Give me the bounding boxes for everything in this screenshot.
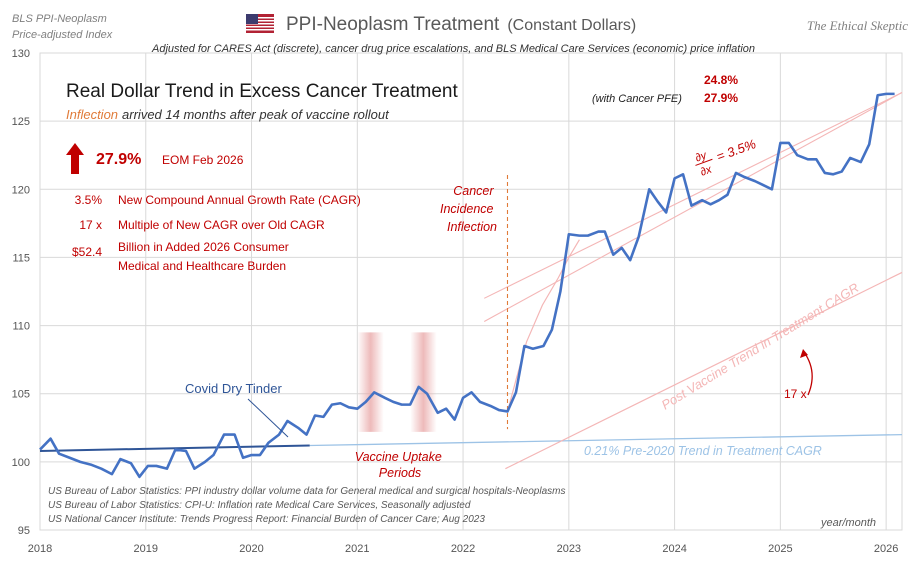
x-tick-label: 2019 [134,543,158,555]
x-tick-label: 2025 [768,543,792,555]
stat-label-multiple: Multiple of New CAGR over Old CAGR [118,218,325,232]
stat-value-cagr: 3.5% [75,193,103,207]
x-tick-label: 2020 [239,543,263,555]
series-layer [39,92,895,479]
pfe-value: 27.9% [704,91,738,105]
vaccine-band [410,332,437,432]
plot-frame [39,52,903,531]
y-axis-ticks: 95 100 105 110 115 120 125 130 [12,48,30,537]
brand-label: The Ethical Skeptic [807,18,908,33]
summary-headline: Real Dollar Trend in Excess Cancer Treat… [66,81,458,102]
covid-label: Covid Dry Tinder [185,381,282,396]
pre-trend-extension [309,433,903,447]
vaccine-band [357,332,384,432]
stat-label-burden: Billion in Added 2026 Consumer [118,240,289,254]
multiple-label: 17 x [784,387,807,401]
stat-value-multiple: 17 x [79,218,102,232]
inflection-word: Inflection [66,107,118,122]
x-tick-label: 2023 [557,543,581,555]
up-arrow-icon [66,143,84,174]
inflection-note: Inflection arrived 14 months after peak o… [66,107,390,122]
x-axis-note: year/month [820,517,876,529]
x-tick-label: 2021 [345,543,369,555]
post-trend-lower-line [505,271,903,470]
derivative-bar [695,158,713,166]
series-label-line1: BLS PPI-Neoplasm [12,13,107,25]
y-tick-label: 105 [12,389,30,401]
vaccine-uptake-label: Vaccine Uptake Periods [355,450,446,480]
chart-subtitle: Adjusted for CARES Act (discrete), cance… [151,43,755,55]
cancer-inflection-label: Cancer Incidence Inflection [440,184,497,234]
post-trend-upper-line-2 [483,92,903,322]
y-tick-label: 115 [12,252,30,264]
multiple-arrow-head-icon [800,349,808,358]
x-tick-label: 2026 [874,543,898,555]
page-title: PPI-Neoplasm Treatment (Constant Dollars) [286,14,636,35]
stat-value-burden: $52.4 [72,245,102,259]
y-tick-label: 110 [12,321,30,333]
source-line-2: US Bureau of Labor Statistics: CPI-U: In… [48,500,471,511]
pre-2020-trend-label: 0.21% Pre-2020 Trend in Treatment CAGR [584,444,822,458]
derivative-denominator: ∂x [699,163,714,178]
y-tick-label: 120 [12,184,30,196]
series-line [39,92,895,479]
x-tick-label: 2024 [662,543,686,555]
big-percent: 27.9% [96,151,141,168]
pfe-label: (with Cancer PFE) [592,93,682,105]
y-tick-label: 130 [12,48,30,60]
trend-lines [39,92,903,470]
us-flag-icon [246,14,274,33]
source-line-1: US Bureau of Labor Statistics: PPI indus… [48,486,565,497]
post-trend-upper-line [483,92,903,299]
y-tick-label: 125 [12,116,30,128]
stat-label-cagr: New Compound Annual Growth Rate (CAGR) [118,193,361,207]
y-tick-label: 100 [12,457,30,469]
x-tick-label: 2018 [28,543,52,555]
covid-pointer [247,398,289,438]
source-line-3: US National Cancer Institute: Trends Pro… [48,514,485,525]
y-tick-label: 95 [18,525,30,537]
inflection-curve [506,239,580,412]
x-axis-ticks: 2018 2019 2020 2021 2022 2023 2024 2025 2026 [28,543,899,555]
big-percent-label: EOM Feb 2026 [162,153,244,167]
x-tick-label: 2022 [451,543,475,555]
top-right-value: 24.8% [704,73,738,87]
stat-label-burden-line2: Medical and Healthcare Burden [118,259,286,273]
vaccine-uptake-bands [357,332,437,432]
series-label-line2: Price-adjusted Index [12,29,113,41]
